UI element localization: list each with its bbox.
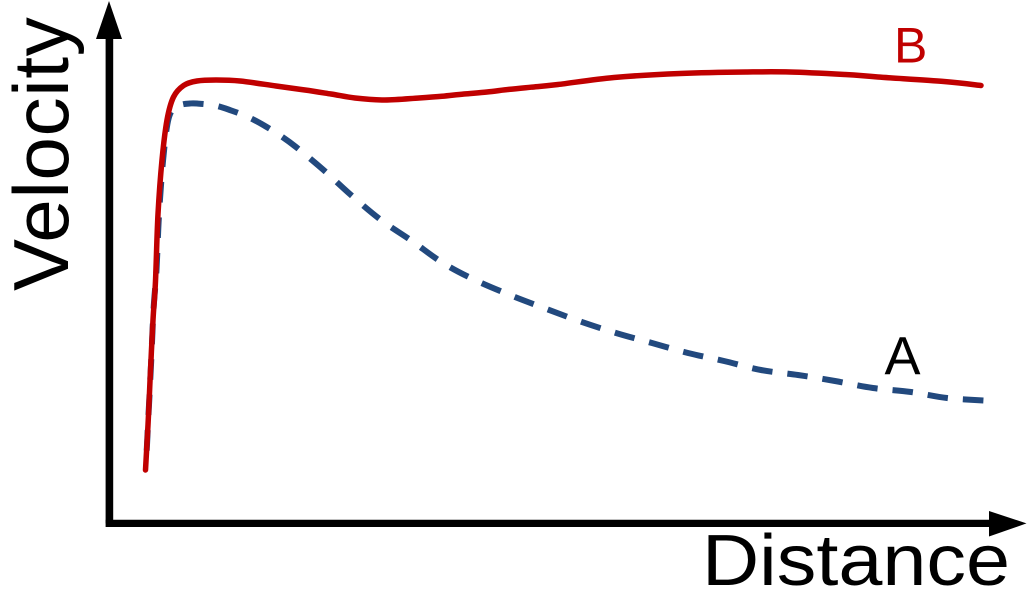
svg-text:Velocity: Velocity <box>0 17 85 291</box>
svg-text:Distance: Distance <box>702 521 1010 601</box>
svg-text:B: B <box>894 18 927 74</box>
svg-text:A: A <box>885 327 921 387</box>
